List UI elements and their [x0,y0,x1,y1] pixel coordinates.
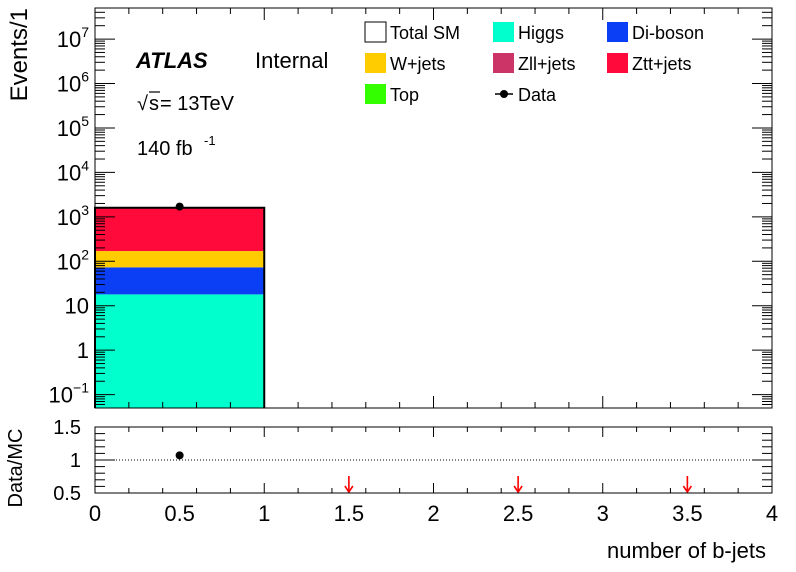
legend-item-zll-jets: Zll+jets [493,53,576,74]
legend-item-di-boson: Di-boson [607,22,704,43]
ratio-arrow-1 [513,476,523,494]
bar-ztt-jets-bin-0 [95,207,265,252]
legend-label: Zll+jets [518,54,576,74]
ratio-arrow-head [344,485,354,494]
luminosity-exponent: -1 [204,133,216,148]
luminosity-value: 140 fb [137,138,193,160]
energy-value: = 13TeV [160,93,235,115]
main-y-axis-label: Events/1 [6,8,33,101]
x-tick-labels: 0 0.5 1 1.5 2 2.5 3 3.5 4 [89,501,778,526]
x-tick-label-4: 2 [427,501,439,526]
ratio-arrow-head [513,485,523,494]
x-tick-label-0: 0 [89,501,101,526]
stack-bars [95,207,265,408]
y-tick-label-4: 103 [57,202,89,230]
x-tick-label-5: 2.5 [503,501,534,526]
ratio-out-of-range-arrows [344,476,693,494]
legend-item-total-sm: Total SM [364,21,460,43]
legend-marker [500,90,508,98]
legend-swatch [364,21,387,43]
legend-label: Higgs [518,23,564,43]
legend-swatch [493,53,514,73]
legend-item-higgs: Higgs [493,22,564,43]
legend-label: Top [390,85,419,105]
legend-label: W+jets [390,54,446,74]
x-tick-label-3: 1.5 [334,501,365,526]
y-tick-label-3: 102 [57,246,89,274]
x-tick-label-2: 1 [258,501,270,526]
main-y-tick-labels: 10−1 1 10 102 103 104 105 106 107 [49,24,90,408]
legend-item-ztt-jets: Ztt+jets [607,53,692,74]
sqrt-argument: s [149,93,159,115]
bar-w-jets-bin-0 [95,251,265,268]
legend-label: Total SM [390,23,460,43]
legend-item-w-jets: W+jets [365,53,446,74]
legend-swatch [365,84,386,104]
ratio-y-tick-label-2: 1.5 [53,417,81,439]
legend: Total SM Higgs Di-boson W+jets Zll+jets Ztt+j… [364,21,704,105]
data-markers [175,202,184,211]
x-tick-label-7: 3.5 [672,501,703,526]
legend-swatch [607,53,628,73]
legend-swatch [493,22,514,42]
ratio-arrow-2 [682,476,693,494]
legend-label: Ztt+jets [632,54,692,74]
y-tick-label-0: 10−1 [49,380,90,408]
ratio-point-0 [175,451,184,460]
atlas-label: ATLAS [135,48,208,73]
x-tick-label-8: 4 [766,501,778,526]
ratio-arrow-head [682,485,693,494]
main-axis-ticks [94,7,773,409]
y-tick-label-2: 10 [65,294,89,319]
x-tick-label-6: 3 [597,501,609,526]
legend-swatch [365,53,386,73]
ratio-axis-ticks [94,426,773,494]
x-tick-label-1: 0.5 [164,501,195,526]
ratio-y-tick-label-0: 0.5 [53,483,81,505]
legend-label: Data [518,85,557,105]
energy-label: √ s = 13TeV [137,91,235,115]
y-tick-label-1: 1 [77,338,89,363]
y-tick-label-7: 106 [57,69,89,97]
legend-item-top: Top [365,84,419,105]
y-tick-label-8: 107 [57,24,89,52]
ratio-points [175,451,184,460]
y-tick-label-6: 105 [57,113,89,141]
bar-di-boson-bin-0 [95,267,265,295]
legend-item-data: Data [495,85,557,105]
legend-swatch [607,22,628,42]
y-tick-label-5: 104 [57,157,89,185]
bar-higgs-bin-0 [95,294,265,408]
luminosity-label: 140 fb -1 [137,133,216,160]
sqrt-symbol: √ [137,93,148,115]
ratio-y-tick-labels: 0.5 1 1.5 [53,417,81,505]
x-axis-label: number of b-jets [607,538,766,563]
data-point-0 [175,202,184,211]
internal-label: Internal [255,48,328,73]
ratio-arrow-0 [344,476,354,494]
ratio-y-tick-label-1: 1 [70,450,81,472]
legend-label: Di-boson [632,23,704,43]
ratio-y-axis-label: Data/MC [5,429,27,508]
